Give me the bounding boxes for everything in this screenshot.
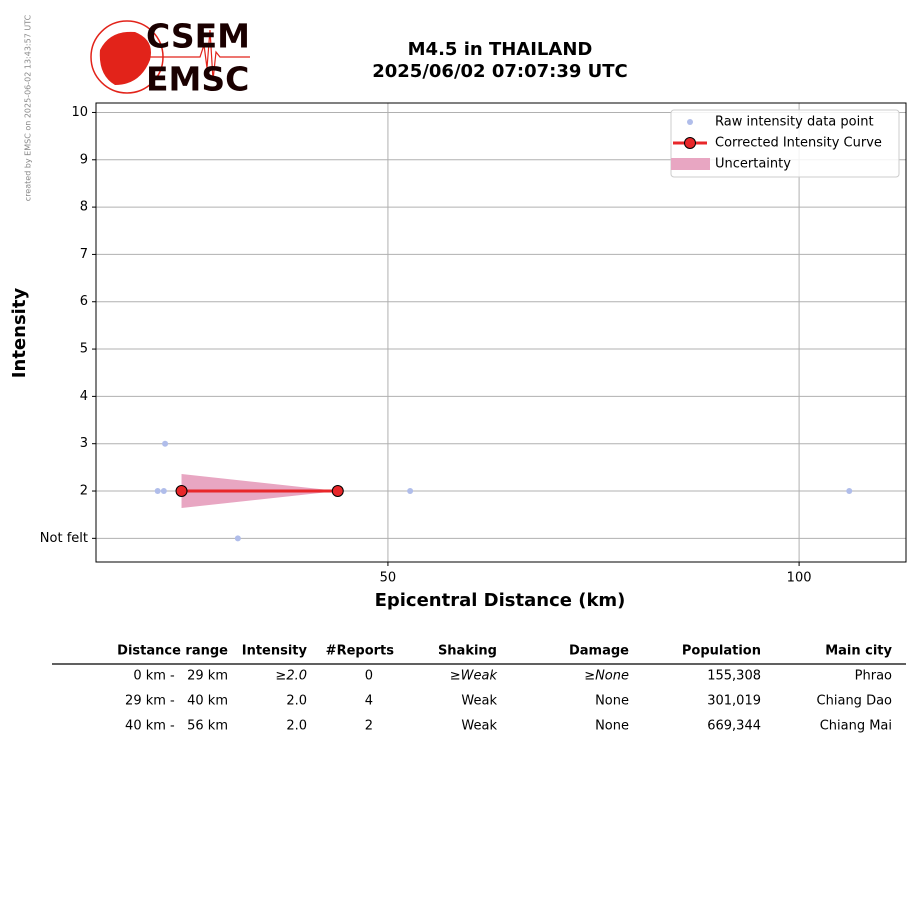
y-axis-label: Intensity bbox=[9, 288, 30, 379]
legend-label: Raw intensity data point bbox=[715, 115, 874, 130]
chart-title: M4.5 in THAILAND bbox=[408, 39, 593, 60]
raw-point bbox=[154, 488, 161, 495]
table-cell: 2.0 bbox=[286, 719, 307, 734]
x-tick-label: 100 bbox=[787, 571, 812, 586]
y-tick-label: 3 bbox=[80, 436, 88, 451]
y-tick-label: 7 bbox=[80, 247, 88, 262]
legend-label: Uncertainty bbox=[715, 157, 791, 172]
plot-frame bbox=[95, 102, 907, 563]
logo-map bbox=[99, 31, 151, 85]
table-header: Shaking bbox=[438, 644, 497, 659]
legend-label: Corrected Intensity Curve bbox=[715, 136, 882, 151]
y-tick-label: 5 bbox=[80, 342, 88, 357]
table-cell: Chiang Mai bbox=[820, 719, 892, 734]
logo-top: CSEM bbox=[146, 17, 250, 56]
y-tick-label: 10 bbox=[71, 105, 88, 120]
table-cell: 0 km - 29 km bbox=[133, 669, 228, 684]
table-cell: Chiang Dao bbox=[817, 694, 892, 709]
curve-point bbox=[175, 485, 188, 498]
table-cell: 4 bbox=[365, 694, 373, 709]
legend-box bbox=[670, 109, 900, 178]
raw-point bbox=[846, 488, 853, 495]
y-tick-label: 6 bbox=[80, 294, 88, 309]
table-header: Main city bbox=[825, 644, 892, 659]
table-cell: Weak bbox=[461, 719, 497, 734]
logo-bottom: EMSC bbox=[146, 60, 249, 99]
logo-seismogram bbox=[150, 29, 250, 81]
x-tick-label: 50 bbox=[380, 571, 397, 586]
raw-point bbox=[234, 535, 241, 542]
table: Distance range Intensity #Reports Shaking Da… bbox=[52, 644, 906, 734]
table-header: #Reports bbox=[326, 644, 395, 659]
legend-swatch bbox=[684, 137, 696, 149]
table-cell: 40 km - 56 km bbox=[125, 719, 228, 734]
table-cell: ≥Weak bbox=[450, 669, 498, 684]
curve-point bbox=[331, 485, 344, 498]
raw-point bbox=[160, 488, 167, 495]
table-cell: None bbox=[595, 694, 629, 709]
y-tick-label: 4 bbox=[80, 389, 88, 404]
y-tick-label: 8 bbox=[80, 200, 88, 215]
legend-swatch bbox=[687, 119, 693, 125]
raw-point bbox=[162, 440, 169, 447]
table-cell: None bbox=[595, 719, 629, 734]
table-cell: 29 km - 40 km bbox=[125, 694, 228, 709]
logo: CSEM EMSC bbox=[90, 17, 250, 99]
y-tick-label: Not felt bbox=[40, 531, 88, 546]
legend-swatch bbox=[671, 158, 710, 170]
chart-subtitle: 2025/06/02 07:07:39 UTC bbox=[372, 61, 628, 82]
table-cell: 2 bbox=[365, 719, 373, 734]
table-cell: Weak bbox=[461, 694, 497, 709]
table-cell: 2.0 bbox=[286, 694, 307, 709]
table-cell: 301,019 bbox=[707, 694, 761, 709]
table-cell: Phrao bbox=[855, 669, 892, 684]
y-tick-label: 9 bbox=[80, 152, 88, 167]
table-cell: ≥2.0 bbox=[275, 669, 307, 684]
grid: Not felt 2 3 4 5 6 7 8 9 10 50 100 bbox=[40, 103, 906, 586]
table-cell: ≥None bbox=[584, 669, 629, 684]
x-axis-label: Epicentral Distance (km) bbox=[375, 590, 626, 611]
legend: Raw intensity data point Corrected Intens… bbox=[670, 109, 900, 178]
table-cell: 155,308 bbox=[707, 669, 761, 684]
table-header: Distance range bbox=[117, 644, 228, 659]
raw-point bbox=[407, 488, 414, 495]
table-header: Population bbox=[682, 644, 761, 659]
credit: created by EMSC on 2025-06-02 13:43:57 U… bbox=[24, 14, 33, 201]
table-cell: 669,344 bbox=[707, 719, 761, 734]
table-header: Intensity bbox=[242, 644, 308, 659]
table-header: Damage bbox=[569, 644, 629, 659]
y-tick-label: 2 bbox=[80, 484, 88, 499]
table-cell: 0 bbox=[365, 669, 373, 684]
plot bbox=[154, 440, 853, 542]
